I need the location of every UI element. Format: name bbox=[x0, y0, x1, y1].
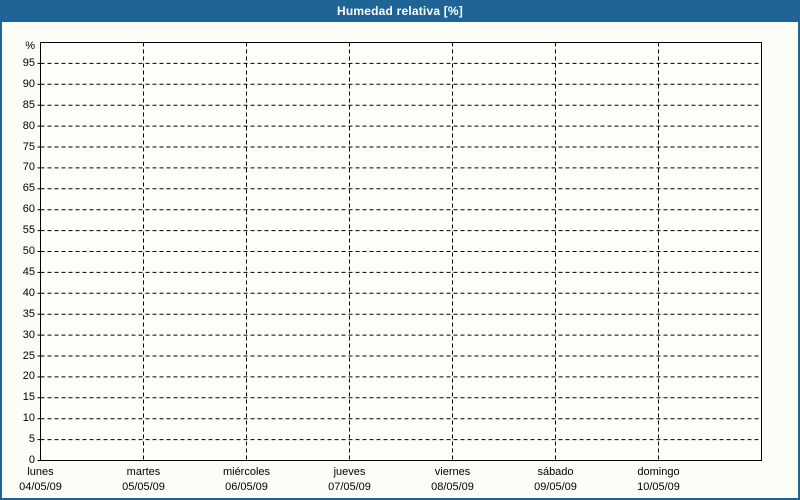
x-day-label: martes 05/05/09 bbox=[122, 465, 165, 495]
x-day-date: 10/05/09 bbox=[637, 481, 680, 493]
x-day-name: jueves bbox=[333, 466, 366, 478]
y-tick-label: 75 bbox=[22, 140, 35, 153]
x-day-label: jueves 07/05/09 bbox=[328, 465, 371, 495]
x-day-date: 04/05/09 bbox=[19, 481, 62, 493]
x-day-date: 08/05/09 bbox=[431, 481, 474, 493]
y-tick-label: 95 bbox=[22, 56, 35, 69]
y-tick-label: 35 bbox=[22, 307, 35, 320]
x-day-name: lunes bbox=[27, 466, 54, 478]
x-day-date: 07/05/09 bbox=[328, 481, 371, 493]
x-day-name: viernes bbox=[434, 466, 471, 478]
x-day-label: domingo 10/05/09 bbox=[637, 465, 680, 495]
y-tick-label: 25 bbox=[22, 349, 35, 362]
x-day-date: 05/05/09 bbox=[122, 481, 165, 493]
x-day-date: 06/05/09 bbox=[225, 481, 268, 493]
chart-title-bar: Humedad relativa [%] bbox=[0, 0, 800, 22]
y-tick-label: 40 bbox=[22, 286, 35, 299]
y-tick-label: 55 bbox=[22, 224, 35, 237]
x-day-name: domingo bbox=[637, 466, 680, 478]
y-tick-label: 90 bbox=[22, 77, 35, 90]
y-tick-label: 70 bbox=[22, 161, 35, 174]
y-tick-label: 80 bbox=[22, 119, 35, 132]
y-tick-label: 20 bbox=[22, 370, 35, 383]
x-day-label: sábado 09/05/09 bbox=[534, 465, 577, 495]
x-day-date: 09/05/09 bbox=[534, 481, 577, 493]
y-tick-label: 85 bbox=[22, 98, 35, 111]
y-tick-label: 45 bbox=[22, 265, 35, 278]
y-tick-label: 15 bbox=[22, 391, 35, 404]
x-day-name: miércoles bbox=[222, 466, 271, 478]
x-day-label: viernes 08/05/09 bbox=[431, 465, 474, 495]
x-day-label: lunes 04/05/09 bbox=[19, 465, 62, 495]
y-tick-label: 50 bbox=[22, 245, 35, 257]
y-tick-label: 10 bbox=[22, 412, 35, 425]
y-tick-label: 0 bbox=[28, 454, 35, 466]
y-tick-label: 60 bbox=[22, 203, 35, 216]
x-day-label: miércoles 06/05/09 bbox=[223, 465, 270, 495]
y-tick-label: 65 bbox=[22, 182, 35, 195]
x-day-name: sábado bbox=[537, 466, 574, 478]
y-tick-label: 5 bbox=[28, 433, 35, 446]
chart-title: Humedad relativa [%] bbox=[336, 4, 464, 18]
y-axis-unit-label: % bbox=[25, 39, 35, 52]
y-tick-label: 30 bbox=[22, 328, 35, 341]
x-day-name: martes bbox=[126, 466, 161, 478]
